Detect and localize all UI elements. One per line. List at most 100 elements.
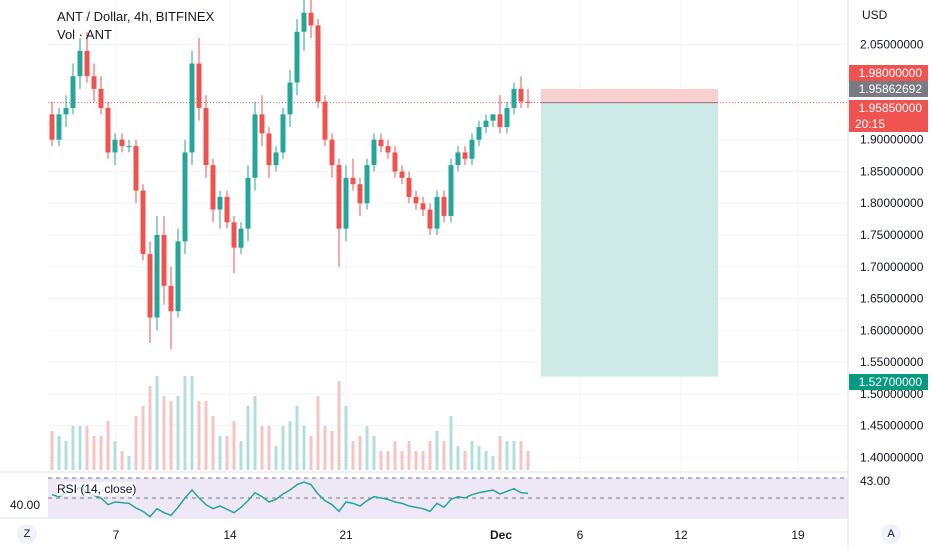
- rsi-value-label: 40.00: [10, 498, 40, 512]
- auto-scale-button[interactable]: A: [881, 524, 901, 544]
- candle-body: [168, 285, 174, 312]
- date-tick-label: 14: [223, 528, 237, 542]
- volume-bar: [484, 451, 488, 470]
- price-tick-label: 1.45000000: [860, 419, 924, 433]
- candle-body: [175, 241, 181, 312]
- volume-bar: [358, 436, 362, 470]
- candle-body: [70, 76, 76, 108]
- entry-price-badge: 1.95862692: [849, 81, 928, 97]
- currency-label: USD: [862, 8, 888, 22]
- volume-bar: [309, 436, 313, 470]
- volume-bar: [323, 426, 327, 470]
- candle-body: [161, 235, 167, 286]
- price-tick-label: 1.65000000: [860, 292, 924, 306]
- candle-body: [455, 152, 461, 166]
- volume-bar: [414, 451, 418, 470]
- candle-body: [378, 139, 384, 147]
- volume-bar: [134, 416, 138, 470]
- volume-bar: [400, 451, 404, 470]
- candle-body: [448, 165, 454, 216]
- volume-bar: [141, 406, 145, 470]
- volume-bar: [470, 441, 474, 470]
- price-tick-label: 1.40000000: [860, 450, 924, 464]
- candle-body: [490, 114, 496, 121]
- volume-bar: [526, 451, 530, 470]
- rsi-pane: [48, 477, 848, 519]
- volume-bar: [155, 376, 159, 470]
- volume-bar: [113, 441, 117, 470]
- candle-body: [329, 139, 335, 166]
- volume-bar: [71, 426, 75, 470]
- volume-bar: [379, 451, 383, 470]
- candle-body: [56, 114, 62, 140]
- date-tick-label: 21: [339, 528, 353, 542]
- volume-bar: [288, 421, 292, 470]
- rsi-line: [51, 481, 529, 518]
- price-tick-label: 1.50000000: [860, 387, 924, 401]
- volume-bar: [176, 396, 180, 470]
- volume-bar: [64, 441, 68, 470]
- candle-body: [315, 25, 321, 102]
- volume-bar: [127, 456, 131, 470]
- candle-body: [245, 177, 251, 229]
- candle-body: [140, 190, 146, 255]
- symbol-title[interactable]: ANT / Dollar, 4h, BITFINEX: [57, 9, 215, 24]
- candle-body: [476, 127, 482, 140]
- countdown-badge: 20:15: [849, 116, 928, 132]
- candle-body: [462, 152, 468, 159]
- volume-bar: [148, 386, 152, 470]
- volume-bar: [393, 441, 397, 470]
- volume-bar: [337, 381, 341, 470]
- date-tick-label: 6: [577, 528, 584, 542]
- volume-bar: [267, 426, 271, 470]
- candle-body: [385, 146, 391, 153]
- zoom-button[interactable]: Z: [17, 524, 37, 544]
- volume-bar: [302, 426, 306, 470]
- volume-bar: [99, 436, 103, 470]
- price-tick-label: 1.70000000: [860, 260, 924, 274]
- candle-body: [336, 165, 342, 229]
- candle-body: [182, 152, 188, 242]
- candle-body: [98, 88, 104, 108]
- volume-bar: [190, 376, 194, 470]
- volume-label[interactable]: Vol · ANT: [57, 27, 112, 42]
- candle-body: [413, 196, 419, 204]
- rsi-label[interactable]: RSI (14, close): [57, 482, 137, 496]
- candle-body: [343, 177, 349, 229]
- volume-bar: [407, 441, 411, 470]
- volume-bar: [106, 421, 110, 470]
- volume-bar: [85, 426, 89, 470]
- date-tick-label: 19: [791, 528, 805, 542]
- volume-bar: [218, 436, 222, 470]
- candle-body: [126, 146, 132, 148]
- target-zone: [541, 102, 718, 377]
- candle-body: [238, 228, 244, 248]
- candle-body: [91, 76, 97, 89]
- candle-body: [350, 177, 356, 185]
- grid-lines: [48, 0, 848, 518]
- candle-body: [504, 107, 510, 128]
- volume-bar: [246, 406, 250, 470]
- volume-bar: [428, 441, 432, 470]
- candle-body: [497, 114, 503, 128]
- volume-bar: [253, 396, 257, 470]
- candle-body: [469, 139, 475, 159]
- candle-body: [511, 88, 517, 108]
- candle-body: [210, 165, 216, 210]
- volume-bar: [169, 401, 173, 470]
- price-tick-label: 1.85000000: [860, 164, 924, 178]
- candle-body: [308, 12, 314, 26]
- volume-bar: [274, 446, 278, 470]
- volume-bar: [344, 406, 348, 470]
- candle-body: [203, 107, 209, 166]
- candle-body: [217, 196, 223, 210]
- candle-body: [84, 50, 90, 77]
- volume-bar: [442, 441, 446, 470]
- candle-body: [518, 88, 524, 102]
- candle-body: [434, 196, 440, 229]
- candle-body: [441, 196, 447, 216]
- candles[interactable]: [49, 0, 531, 350]
- volume-bar: [239, 441, 243, 470]
- target-price-badge: 1.52700000: [849, 374, 928, 390]
